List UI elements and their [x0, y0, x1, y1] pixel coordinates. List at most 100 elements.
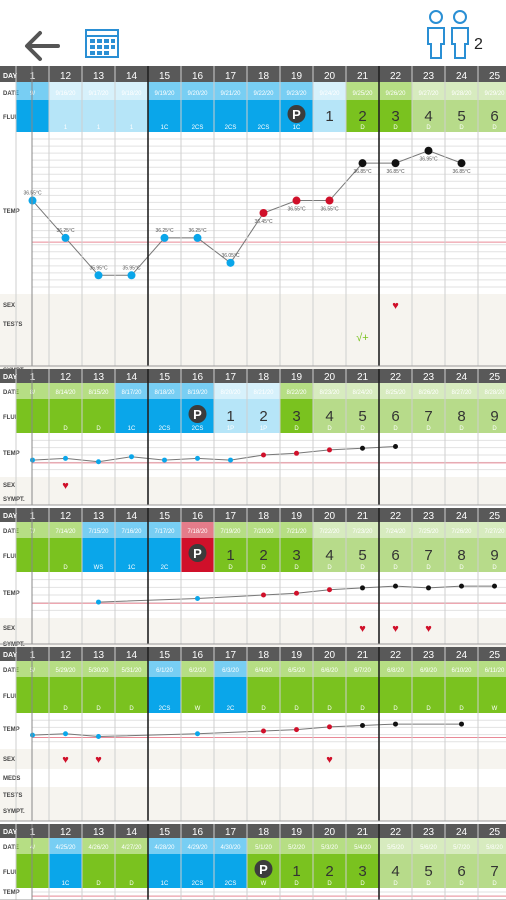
fluid-cell — [214, 677, 247, 713]
count-number: 1 — [226, 547, 234, 564]
count-number: 5 — [358, 408, 366, 425]
date-cell — [412, 82, 445, 100]
day-number: 22 — [390, 827, 402, 838]
date-cell — [82, 838, 115, 854]
temp-point — [457, 159, 466, 168]
date-cell — [181, 838, 214, 854]
day-number: 23 — [423, 827, 435, 838]
day-number: 19 — [291, 71, 303, 82]
temp-row-label: TEMP — [3, 591, 20, 597]
date-cell — [478, 661, 506, 677]
day-number: 18 — [258, 372, 270, 383]
day-number: 16 — [192, 650, 204, 661]
temp-point — [426, 585, 431, 591]
fluid-code: D — [96, 426, 101, 432]
date-text: 7/26/20 — [451, 529, 472, 535]
fluid-cell — [379, 100, 412, 132]
date-cell — [82, 661, 115, 677]
heart-icon: ♥ — [62, 754, 69, 766]
date-cell — [445, 838, 478, 854]
date-cell — [49, 838, 82, 854]
fluid-code: 1C — [62, 881, 70, 887]
day-number: 25 — [489, 511, 501, 522]
fluid-code: D — [492, 426, 497, 432]
fluid-cell — [214, 100, 247, 132]
temp-point — [195, 731, 200, 737]
day-number: 23 — [423, 71, 435, 82]
day-row-label: DAY — [3, 374, 17, 381]
fluid-cell — [346, 399, 379, 433]
date-text: 5/8/20 — [486, 845, 503, 851]
date-cell — [379, 383, 412, 399]
day-number: 15 — [159, 650, 171, 661]
fluid-cell — [247, 100, 280, 132]
fluid-code: D — [63, 565, 68, 571]
count-number: 2 — [259, 547, 267, 564]
fluid-row-label: FLUID — [3, 554, 21, 560]
heart-icon: ♥ — [326, 754, 333, 766]
peak-badge — [254, 860, 273, 878]
fluid-cell — [148, 538, 181, 572]
fluid-cell — [49, 100, 82, 132]
count-number: 3 — [292, 408, 300, 425]
partner-button[interactable]: 2 — [424, 8, 486, 60]
date-text: 8/24/20 — [352, 390, 373, 396]
fluid-code: D — [360, 881, 365, 887]
fluid-cell — [82, 399, 115, 433]
day-number: 22 — [390, 71, 402, 82]
date-cell — [379, 522, 412, 538]
calendar-icon[interactable] — [84, 27, 120, 59]
cycle-charts[interactable]: DAY11213141516171819202122232425DATE9/9/… — [0, 66, 506, 900]
day-number: 21 — [357, 71, 369, 82]
day-row-label: DAY — [3, 73, 17, 80]
fluid-code: W — [492, 706, 498, 712]
day-number: 22 — [390, 372, 402, 383]
day-number: 13 — [93, 71, 105, 82]
temp-value: 36.25°C — [155, 228, 174, 234]
arrow-left-icon[interactable] — [22, 28, 62, 64]
day-number: 12 — [60, 827, 72, 838]
date-cell — [115, 383, 148, 399]
fluid-cell — [478, 399, 506, 433]
fluid-cell — [280, 538, 313, 572]
fluid-cell — [115, 100, 148, 132]
date-cell — [478, 522, 506, 538]
fluid-code: D — [393, 706, 398, 712]
day-number: 12 — [60, 372, 72, 383]
date-cell — [148, 838, 181, 854]
temp-point — [261, 728, 266, 734]
top-bar: 2 — [0, 0, 506, 66]
temp-point — [127, 271, 136, 280]
date-text: 9/20/20 — [187, 91, 208, 97]
sympt-row — [0, 493, 506, 505]
date-text: 9/22/20 — [253, 91, 274, 97]
date-text: 5/30/20 — [88, 668, 109, 674]
fluid-code: 2CS — [159, 426, 171, 432]
count-number: 9 — [490, 547, 498, 564]
day-number: 15 — [159, 827, 171, 838]
fluid-row-label: FLUID — [3, 115, 21, 121]
day-number: 24 — [456, 71, 468, 82]
day-number: 15 — [159, 511, 171, 522]
temp-value: 36.55°C — [320, 207, 339, 213]
day-number: 23 — [423, 511, 435, 522]
date-cell — [313, 661, 346, 677]
fluid-code: 1 — [97, 125, 101, 131]
date-text: 4/29/20 — [187, 845, 208, 851]
date-cell — [148, 522, 181, 538]
date-text: 8/15/20 — [88, 390, 109, 396]
date-row-label: DATE — [3, 529, 19, 535]
day-number: 19 — [291, 827, 303, 838]
date-text: 9/29/20 — [484, 91, 505, 97]
partner-count: 2 — [474, 36, 483, 53]
fluid-code: 2CS — [225, 881, 237, 887]
count-number: 1 — [325, 108, 333, 125]
fluid-cell — [313, 677, 346, 713]
day-number: 18 — [258, 650, 270, 661]
date-text: 5/29/20 — [55, 668, 76, 674]
fluid-code: 2CS — [192, 125, 204, 131]
fluid-code: D — [261, 706, 266, 712]
day-number: 25 — [489, 372, 501, 383]
date-text: 8/26/20 — [418, 390, 439, 396]
date-cell — [214, 522, 247, 538]
